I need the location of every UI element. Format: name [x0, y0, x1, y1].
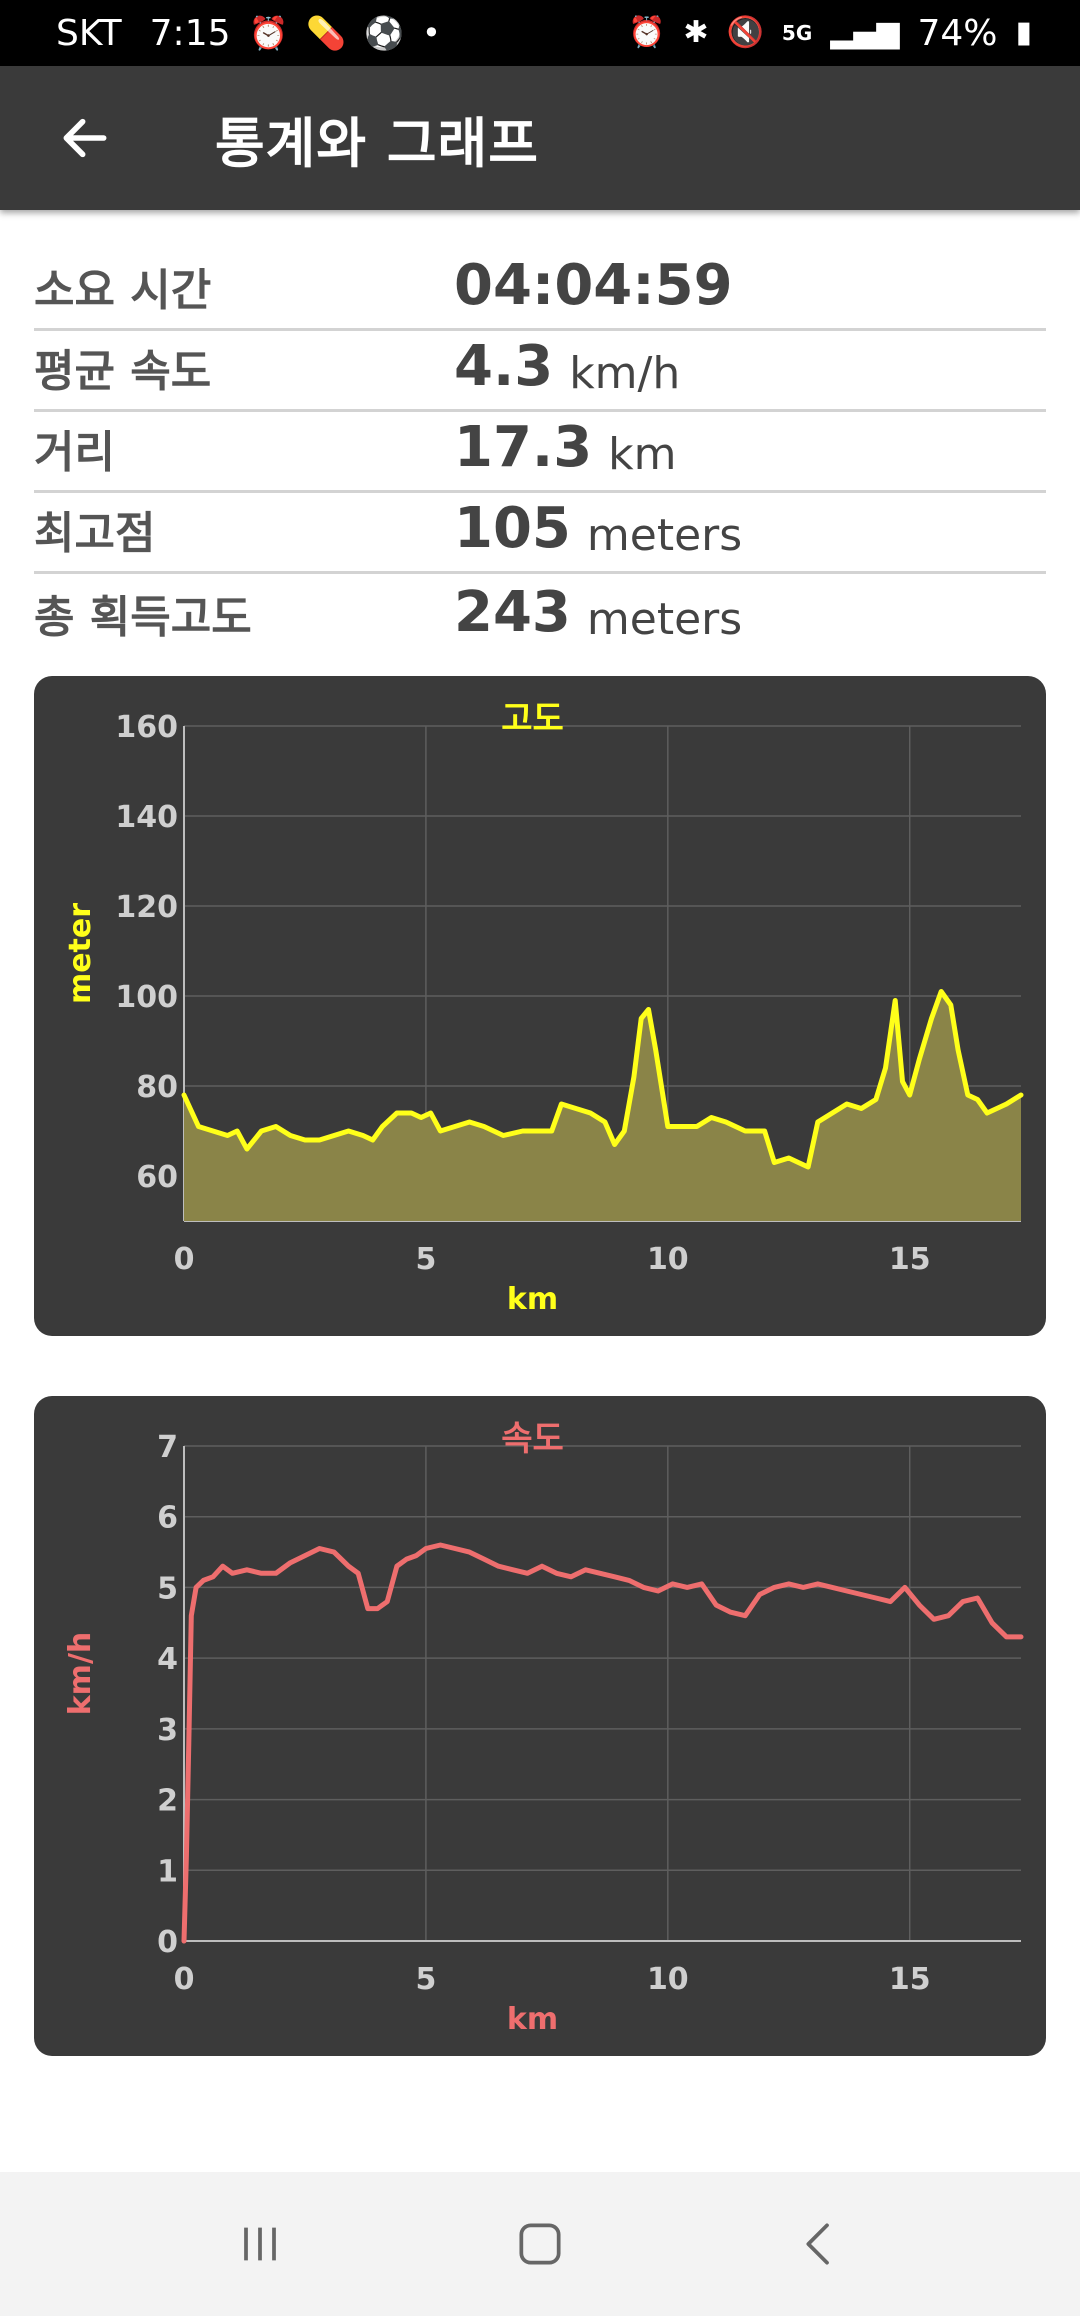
x-tick-label: 5	[415, 1242, 436, 1277]
stat-label: 평균 속도	[34, 346, 212, 397]
home-button[interactable]	[480, 2194, 600, 2294]
y-axis-label: meter	[63, 903, 98, 1004]
x-axis-label: km	[507, 2002, 558, 2037]
5g-icon: 5G	[781, 21, 813, 45]
stat-unit: km/h	[569, 348, 681, 399]
y-tick-label: 160	[115, 710, 178, 745]
y-tick-label: 60	[136, 1160, 178, 1195]
stat-row-max-altitude: 최고점 105 meters	[34, 493, 1046, 574]
y-tick-label: 100	[115, 980, 178, 1015]
y-tick-label: 4	[157, 1642, 178, 1677]
stat-value: 04:04:59	[454, 253, 733, 318]
recent-apps-icon	[244, 2227, 276, 2261]
stat-value: 17.3	[454, 415, 593, 480]
y-tick-label: 0	[157, 1925, 178, 1960]
home-icon	[519, 2223, 561, 2265]
signal-icon: ▂▄▆	[830, 15, 900, 50]
status-left: SKT 7:15 ⏰ 💊 ⚽ •	[56, 13, 441, 54]
x-tick-label: 15	[889, 1962, 931, 1997]
x-tick-label: 10	[647, 1962, 689, 1997]
page-title: 통계와 그래프	[215, 111, 539, 175]
altitude-chart: 60 80 100 120 140 160 0 5 10 15 고도 km meter	[63, 699, 1024, 1317]
y-tick-label: 5	[157, 1571, 178, 1606]
stat-value: 243	[454, 580, 571, 645]
altitude-chart-card: 60 80 100 120 140 160 0 5 10 15 고도 km meter	[34, 676, 1046, 1336]
y-tick-label: 3	[157, 1713, 178, 1748]
arrow-left-icon	[63, 118, 107, 158]
stat-row-duration: 소요 시간 04:04:59	[34, 250, 1046, 331]
clock-label: 7:15	[149, 12, 231, 54]
stat-row-distance: 거리 17.3 km	[34, 412, 1046, 493]
bluetooth-icon: ✱	[683, 15, 709, 50]
stat-unit: meters	[586, 510, 743, 561]
stat-label: 최고점	[34, 508, 156, 559]
x-tick-label: 0	[174, 1242, 195, 1277]
stat-value: 105	[454, 496, 571, 561]
mute-icon: 🔇	[726, 15, 764, 50]
pill-icon: 💊	[306, 14, 347, 52]
stat-label: 거리	[34, 427, 115, 478]
stat-unit: meters	[586, 594, 743, 645]
alarm-icon: ⏰	[628, 15, 666, 50]
x-tick-label: 0	[174, 1962, 195, 1997]
y-tick-label: 2	[157, 1784, 178, 1819]
alarm-icon: ⏰	[248, 14, 289, 52]
y-tick-label: 120	[115, 890, 178, 925]
stat-label: 소요 시간	[34, 265, 212, 316]
carrier-label: SKT	[56, 12, 122, 54]
stat-unit: km	[608, 429, 677, 480]
stat-row-total-ascent: 총 획득고도 243 meters	[34, 574, 1046, 655]
stat-row-avg-speed: 평균 속도 4.3 km/h	[34, 331, 1046, 412]
battery-icon: ▮	[1015, 15, 1032, 50]
status-right: ⏰ ✱ 🔇 5G ▂▄▆ 74% ▮	[628, 13, 1032, 54]
series-line	[181, 1542, 1024, 1944]
stat-value: 4.3	[454, 334, 554, 399]
soccer-ball-icon: ⚽	[364, 14, 405, 52]
battery-label: 74%	[917, 12, 998, 54]
y-tick-label: 7	[157, 1430, 178, 1465]
stat-label: 총 획득고도	[34, 592, 252, 643]
chevron-left-icon	[806, 2223, 829, 2265]
nav-back-button[interactable]	[760, 2194, 880, 2294]
speed-chart-card: 0 1 2 3 4 5 6 7 0 5 10 15 속도 km km/h	[34, 1396, 1046, 2056]
dot-icon: •	[422, 14, 441, 52]
y-tick-label: 80	[136, 1070, 178, 1105]
status-bar: SKT 7:15 ⏰ 💊 ⚽ • ⏰ ✱ 🔇 5G ▂▄▆ 74% ▮	[0, 0, 1080, 66]
speed-chart: 0 1 2 3 4 5 6 7 0 5 10 15 속도 km km/h	[63, 1419, 1024, 2037]
x-tick-label: 15	[889, 1242, 931, 1277]
recent-apps-button[interactable]	[200, 2194, 320, 2294]
app-bar: 통계와 그래프	[0, 66, 1080, 210]
x-axis-label: km	[507, 1282, 558, 1317]
system-nav-bar	[0, 2172, 1080, 2316]
y-tick-label: 1	[157, 1854, 178, 1889]
y-axis-label: km/h	[63, 1632, 98, 1716]
x-tick-label: 5	[415, 1962, 436, 1997]
x-tick-label: 10	[647, 1242, 689, 1277]
series-line	[181, 989, 1024, 1170]
y-tick-label: 6	[157, 1501, 178, 1536]
stats-table: 소요 시간 04:04:59 평균 속도 4.3 km/h 거리 17.3 km…	[34, 250, 1046, 655]
chart-title: 고도	[501, 699, 564, 739]
y-tick-label: 140	[115, 800, 178, 835]
series-area	[184, 991, 1021, 1221]
chart-title: 속도	[501, 1419, 564, 1459]
back-button[interactable]	[0, 66, 170, 210]
